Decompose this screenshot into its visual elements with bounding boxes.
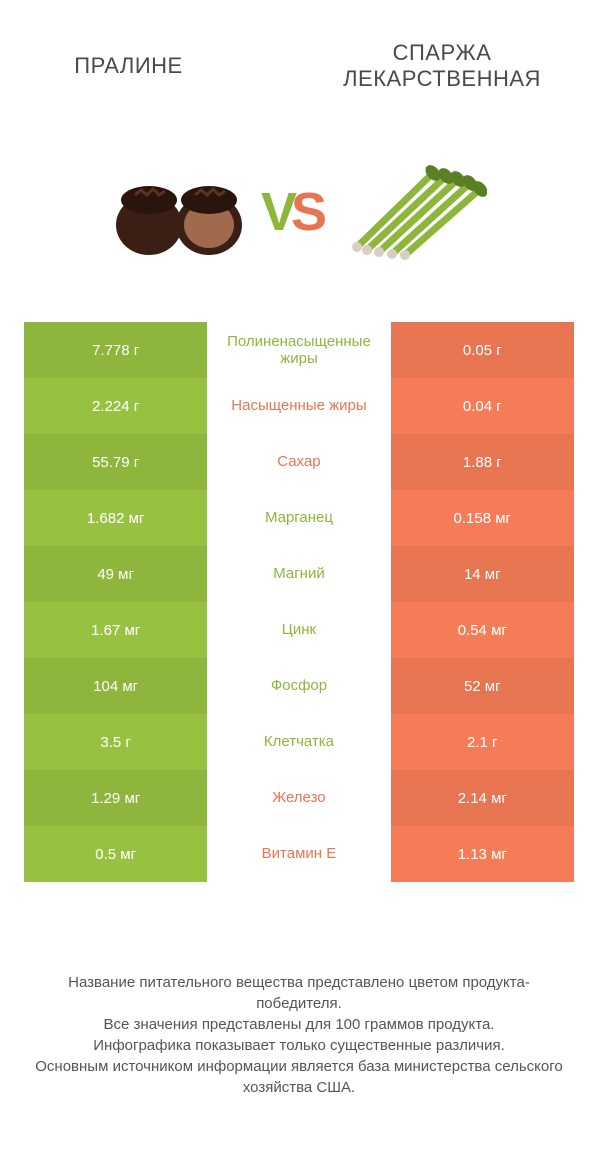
value-left: 1.67 мг xyxy=(24,602,207,658)
value-left: 55.79 г xyxy=(24,434,207,490)
title-right: СПАРЖА ЛЕКАРСТВЕННАЯ xyxy=(310,40,574,92)
comparison-table: 7.778 гПолиненасыщенные жиры0.05 г2.224 … xyxy=(24,322,574,882)
nutrient-name: Фосфор xyxy=(207,658,390,714)
footer-notes: Название питательного вещества представл… xyxy=(24,972,574,1098)
vs-text: VS xyxy=(261,181,327,243)
footer-line: Основным источником информации является … xyxy=(34,1056,564,1098)
nutrient-name: Железо xyxy=(207,770,390,826)
value-left: 1.682 мг xyxy=(24,490,207,546)
nutrient-name: Полиненасыщенные жиры xyxy=(207,322,390,378)
table-row: 104 мгФосфор52 мг xyxy=(24,658,574,714)
nutrient-name: Сахар xyxy=(207,434,390,490)
footer-line: Все значения представлены для 100 граммо… xyxy=(34,1014,564,1035)
value-right: 0.04 г xyxy=(391,378,574,434)
value-left: 7.778 г xyxy=(24,322,207,378)
value-left: 3.5 г xyxy=(24,714,207,770)
value-right: 0.158 мг xyxy=(391,490,574,546)
footer-line: Название питательного вещества представл… xyxy=(34,972,564,1014)
value-left: 104 мг xyxy=(24,658,207,714)
value-left: 1.29 мг xyxy=(24,770,207,826)
table-row: 1.29 мгЖелезо2.14 мг xyxy=(24,770,574,826)
table-row: 2.224 гНасыщенные жиры0.04 г xyxy=(24,378,574,434)
table-row: 49 мгМагний14 мг xyxy=(24,546,574,602)
table-row: 55.79 гСахар1.88 г xyxy=(24,434,574,490)
nutrient-name: Клетчатка xyxy=(207,714,390,770)
nutrient-name: Цинк xyxy=(207,602,390,658)
value-left: 0.5 мг xyxy=(24,826,207,882)
value-right: 52 мг xyxy=(391,658,574,714)
vs-s: S xyxy=(291,182,327,242)
title-row: ПРАЛИНЕ СПАРЖА ЛЕКАРСТВЕННАЯ xyxy=(24,40,574,92)
value-right: 14 мг xyxy=(391,546,574,602)
value-right: 1.13 мг xyxy=(391,826,574,882)
value-right: 2.14 мг xyxy=(391,770,574,826)
value-left: 49 мг xyxy=(24,546,207,602)
nutrient-name: Марганец xyxy=(207,490,390,546)
table-row: 0.5 мгВитамин E1.13 мг xyxy=(24,826,574,882)
value-left: 2.224 г xyxy=(24,378,207,434)
nutrient-name: Витамин E xyxy=(207,826,390,882)
vs-row: VS xyxy=(24,162,574,262)
value-right: 1.88 г xyxy=(391,434,574,490)
nutrient-name: Магний xyxy=(207,546,390,602)
value-right: 0.05 г xyxy=(391,322,574,378)
table-row: 1.67 мгЦинк0.54 мг xyxy=(24,602,574,658)
title-left: ПРАЛИНЕ xyxy=(24,53,233,79)
table-row: 7.778 гПолиненасыщенные жиры0.05 г xyxy=(24,322,574,378)
value-right: 2.1 г xyxy=(391,714,574,770)
nutrient-name: Насыщенные жиры xyxy=(207,378,390,434)
praline-icon xyxy=(111,167,251,257)
footer-line: Инфографика показывает только существенн… xyxy=(34,1035,564,1056)
table-row: 3.5 гКлетчатка2.1 г xyxy=(24,714,574,770)
value-right: 0.54 мг xyxy=(391,602,574,658)
asparagus-icon xyxy=(337,162,487,262)
table-row: 1.682 мгМарганец0.158 мг xyxy=(24,490,574,546)
